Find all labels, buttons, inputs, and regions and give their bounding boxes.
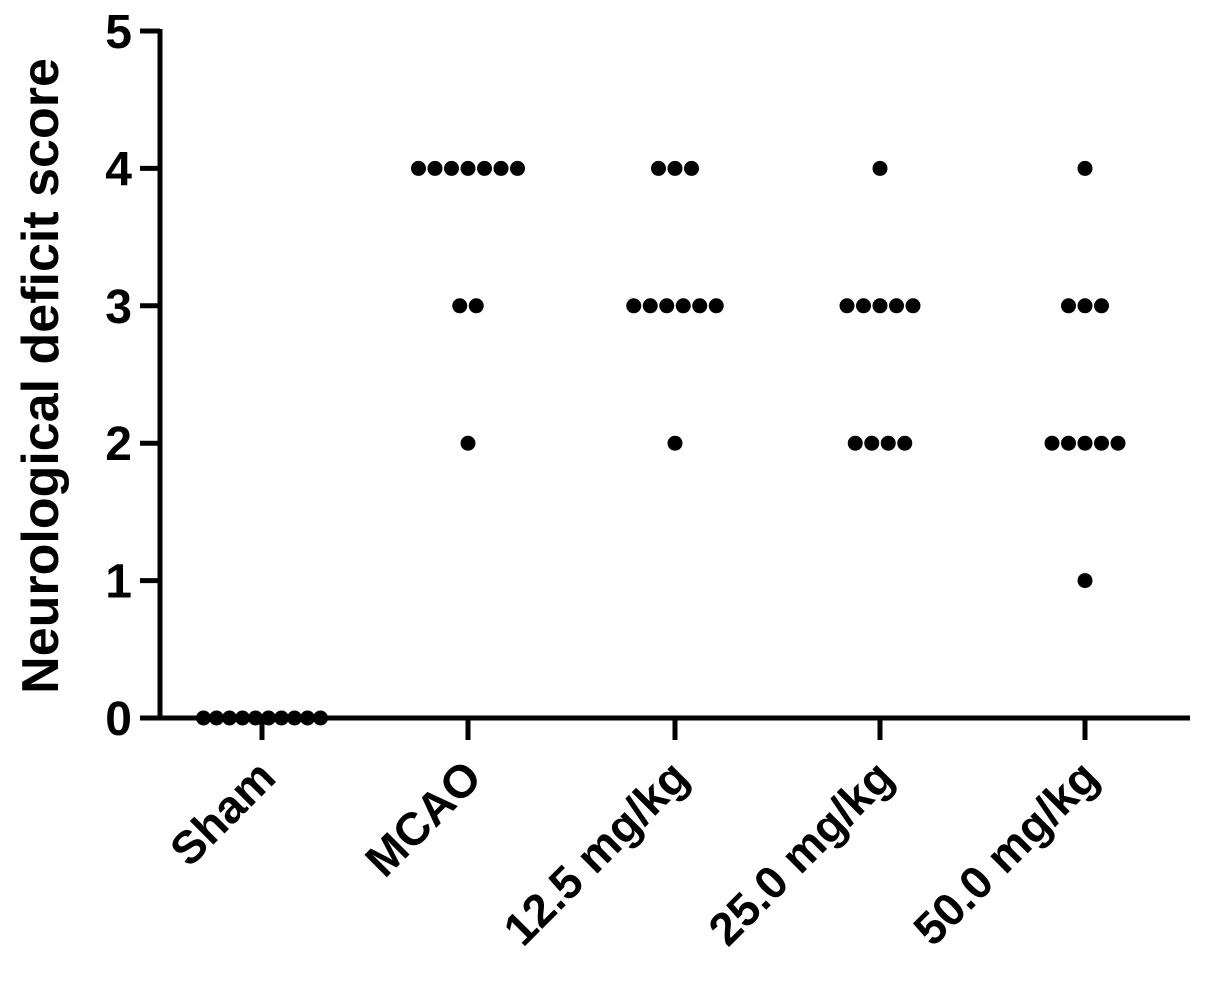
data-point bbox=[905, 298, 921, 314]
data-point bbox=[1077, 298, 1093, 314]
data-point bbox=[626, 298, 642, 314]
y-tick-label: 0 bbox=[105, 693, 132, 746]
chart-axes bbox=[157, 29, 1190, 721]
y-tick-label: 5 bbox=[105, 6, 132, 59]
data-point bbox=[452, 298, 468, 314]
data-point bbox=[196, 710, 211, 726]
data-point bbox=[1094, 298, 1109, 314]
data-point bbox=[889, 298, 904, 314]
data-point bbox=[872, 160, 888, 176]
data-points bbox=[196, 160, 1126, 726]
data-point bbox=[675, 298, 691, 314]
data-point bbox=[274, 710, 289, 726]
data-point bbox=[847, 435, 863, 451]
data-point bbox=[248, 710, 263, 726]
x-tick-label: MCAO bbox=[355, 750, 491, 886]
y-tick-label: 2 bbox=[105, 418, 132, 471]
y-tick-label: 1 bbox=[105, 556, 132, 609]
data-point bbox=[1077, 435, 1093, 451]
data-point bbox=[468, 298, 484, 314]
data-point bbox=[856, 298, 871, 314]
data-point bbox=[510, 160, 525, 176]
data-point bbox=[287, 710, 302, 726]
data-point bbox=[1061, 435, 1076, 451]
data-point bbox=[667, 435, 683, 451]
data-point bbox=[880, 435, 896, 451]
data-point bbox=[642, 298, 658, 314]
data-point bbox=[460, 160, 476, 176]
y-axis-label: Neurological deficit score bbox=[12, 58, 70, 694]
data-point bbox=[300, 710, 315, 726]
data-point bbox=[667, 160, 683, 176]
x-tick-label: 50.0 mg/kg bbox=[903, 750, 1108, 955]
data-point bbox=[1094, 435, 1109, 451]
y-tick-label: 4 bbox=[105, 143, 132, 196]
data-point bbox=[235, 710, 250, 726]
data-point bbox=[460, 435, 476, 451]
data-point bbox=[692, 298, 708, 314]
data-point bbox=[1077, 160, 1093, 176]
data-point bbox=[313, 710, 328, 726]
data-point bbox=[493, 160, 509, 176]
y-tick-label: 3 bbox=[105, 281, 132, 334]
data-point bbox=[1077, 573, 1093, 589]
x-tick-label: 25.0 mg/kg bbox=[698, 750, 903, 955]
data-point bbox=[444, 160, 459, 176]
x-tick-label: Sham bbox=[160, 750, 285, 875]
data-point bbox=[1061, 298, 1076, 314]
data-point bbox=[261, 710, 276, 726]
data-point bbox=[1044, 435, 1060, 451]
data-point bbox=[411, 160, 426, 176]
data-point bbox=[659, 298, 675, 314]
data-point bbox=[864, 435, 880, 451]
data-point bbox=[839, 298, 855, 314]
data-point bbox=[222, 710, 237, 726]
x-axis-ticks: Sham MCAO 12.5 mg/kg 25.0 mg/kg 50.0 mg/kg bbox=[160, 718, 1108, 955]
data-point bbox=[651, 160, 666, 176]
x-tick-label: 12.5 mg/kg bbox=[493, 750, 698, 955]
data-point bbox=[209, 710, 224, 726]
data-point bbox=[477, 160, 492, 176]
data-point bbox=[684, 160, 699, 176]
y-axis-ticks: 0 1 2 3 4 5 bbox=[105, 6, 160, 746]
data-point bbox=[427, 160, 443, 176]
data-point bbox=[708, 298, 724, 314]
data-point bbox=[1110, 435, 1126, 451]
data-point bbox=[872, 298, 888, 314]
data-point bbox=[897, 435, 913, 451]
